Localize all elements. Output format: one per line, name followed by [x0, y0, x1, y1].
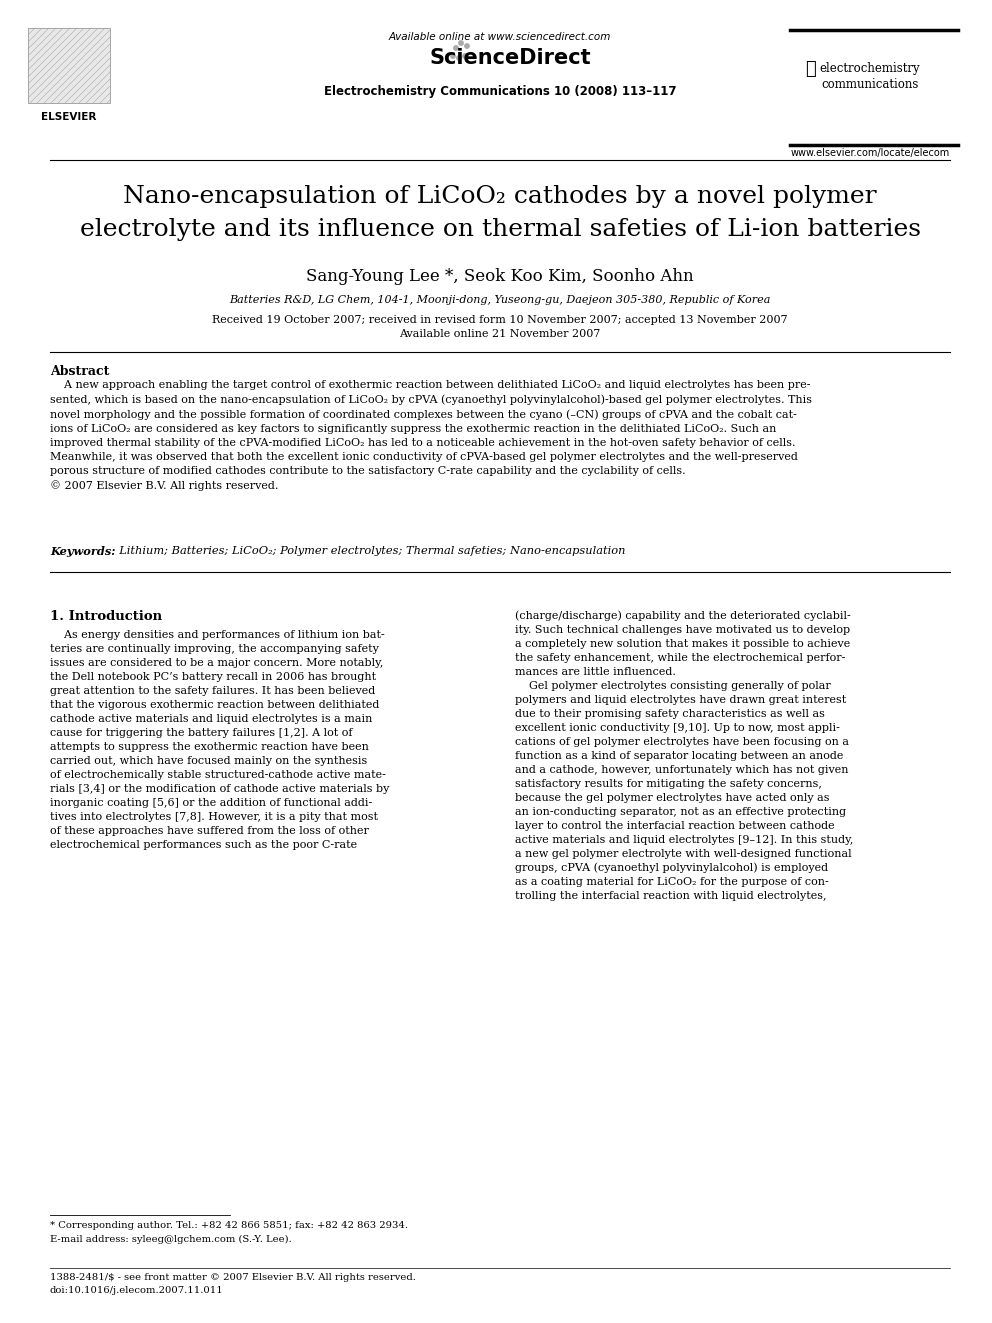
Circle shape: [458, 41, 463, 45]
Text: * Corresponding author. Tel.: +82 42 866 5851; fax: +82 42 863 2934.: * Corresponding author. Tel.: +82 42 866…: [50, 1221, 408, 1230]
Text: Keywords:: Keywords:: [50, 546, 115, 557]
Text: Batteries R&D, LG Chem, 104-1, Moonji-dong, Yuseong-gu, Daejeon 305-380, Republi: Batteries R&D, LG Chem, 104-1, Moonji-do…: [229, 295, 771, 306]
Text: Available online at www.sciencedirect.com: Available online at www.sciencedirect.co…: [389, 32, 611, 42]
Text: Nano-encapsulation of LiCoO₂ cathodes by a novel polymer: Nano-encapsulation of LiCoO₂ cathodes by…: [123, 185, 877, 208]
Bar: [28, 28, 110, 103]
Circle shape: [465, 44, 469, 48]
Circle shape: [453, 46, 458, 50]
Text: Abstract: Abstract: [50, 365, 109, 378]
Text: A new approach enabling the target control of exothermic reaction between delith: A new approach enabling the target contr…: [50, 380, 812, 491]
Circle shape: [450, 54, 455, 58]
Text: (charge/discharge) capability and the deteriorated cyclabil-
ity. Such technical: (charge/discharge) capability and the de…: [515, 610, 853, 901]
Text: 1. Introduction: 1. Introduction: [50, 610, 162, 623]
Text: electrochemistry: electrochemistry: [819, 62, 921, 75]
Text: ScienceDirect: ScienceDirect: [430, 48, 591, 67]
Text: Lithium; Batteries; LiCoO₂; Polymer electrolytes; Thermal safeties; Nano-encapsu: Lithium; Batteries; LiCoO₂; Polymer elec…: [112, 546, 626, 556]
Text: Received 19 October 2007; received in revised form 10 November 2007; accepted 13: Received 19 October 2007; received in re…: [212, 315, 788, 325]
Text: electrolyte and its influence on thermal safeties of Li-ion batteries: electrolyte and its influence on thermal…: [79, 218, 921, 241]
Text: doi:10.1016/j.elecom.2007.11.011: doi:10.1016/j.elecom.2007.11.011: [50, 1286, 224, 1295]
Text: E-mail address: syleeg@lgchem.com (S.-Y. Lee).: E-mail address: syleeg@lgchem.com (S.-Y.…: [50, 1234, 292, 1244]
Text: As energy densities and performances of lithium ion bat-
teries are continually : As energy densities and performances of …: [50, 630, 390, 849]
Text: communications: communications: [821, 78, 919, 91]
Circle shape: [456, 56, 461, 61]
Text: 1388-2481/$ - see front matter © 2007 Elsevier B.V. All rights reserved.: 1388-2481/$ - see front matter © 2007 El…: [50, 1273, 416, 1282]
Text: Electrochemistry Communications 10 (2008) 113–117: Electrochemistry Communications 10 (2008…: [323, 85, 677, 98]
Text: ELSEVIER: ELSEVIER: [42, 112, 96, 122]
Circle shape: [463, 54, 467, 58]
Text: Available online 21 November 2007: Available online 21 November 2007: [400, 329, 601, 339]
Text: ⓒ: ⓒ: [805, 60, 815, 78]
Text: www.elsevier.com/locate/elecom: www.elsevier.com/locate/elecom: [791, 148, 949, 157]
Text: Sang-Young Lee *, Seok Koo Kim, Soonho Ahn: Sang-Young Lee *, Seok Koo Kim, Soonho A…: [307, 269, 693, 284]
